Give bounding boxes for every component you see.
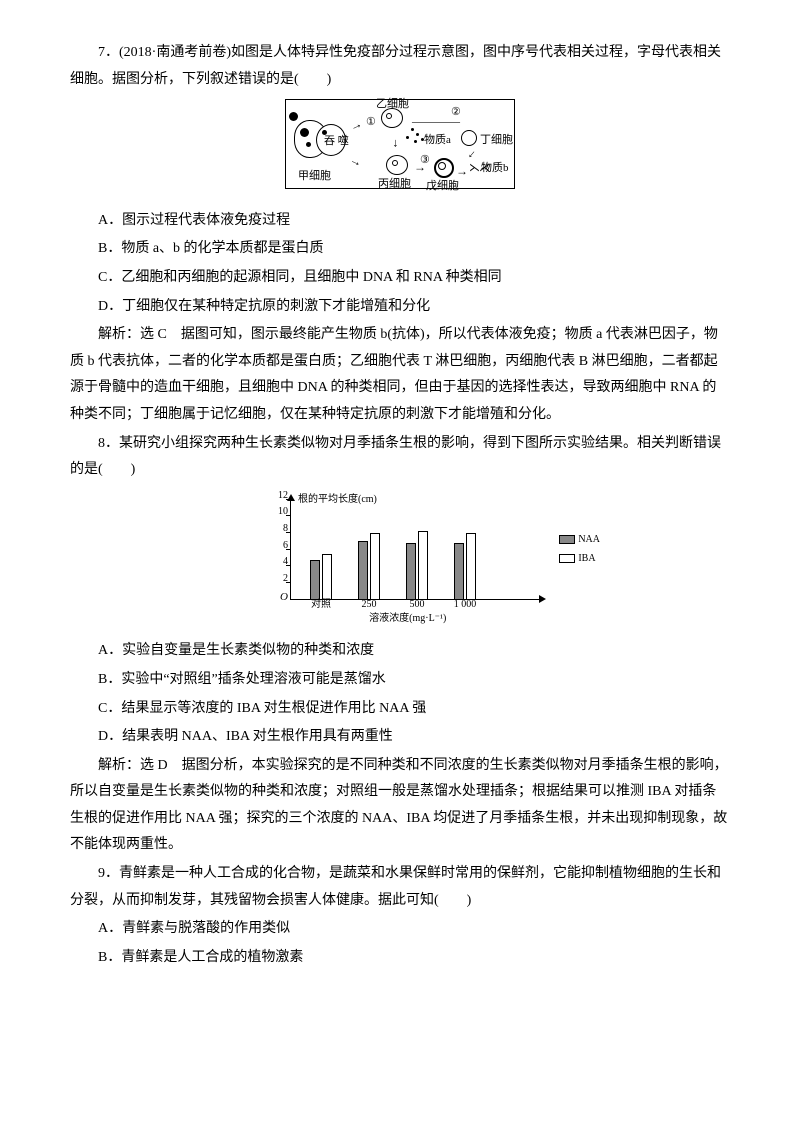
- legend-naa: NAA: [559, 530, 600, 549]
- legend: NAA IBA: [559, 530, 600, 568]
- label-yi: 乙细胞: [376, 94, 409, 115]
- bar-iba: [418, 531, 428, 599]
- q9-stem: 9．青鲜素是一种人工合成的化合物，是蔬菜和水果保鲜时常用的保鲜剂，它能抑制植物细…: [70, 861, 730, 914]
- ytick-line: [286, 565, 290, 566]
- q7-option-d: D．丁细胞仅在某种特定抗原的刺激下才能增殖和分化: [70, 294, 730, 321]
- ytick: 4: [272, 552, 288, 571]
- label-bing: 丙细胞: [378, 174, 411, 195]
- legend-iba: IBA: [559, 549, 600, 568]
- ytick: 2: [272, 569, 288, 588]
- category-label: 对照: [311, 595, 331, 614]
- y-label: 根的平均长度(cm): [298, 490, 377, 509]
- q8-explain: 解析：选 D 据图分析，本实验探究的是不同种类和不同浓度的生长素类似物对月季插条…: [70, 753, 730, 859]
- q8-stem: 8．某研究小组探究两种生长素类似物对月季插条生根的影响，得到下图所示实验结果。相…: [70, 431, 730, 484]
- q8-option-c: C．结果显示等浓度的 IBA 对生根促进作用比 NAA 强: [70, 696, 730, 723]
- bar-naa: [406, 543, 416, 600]
- q7-option-b: B．物质 a、b 的化学本质都是蛋白质: [70, 236, 730, 263]
- label-wu: 戊细胞: [426, 176, 459, 197]
- ytick-line: [286, 549, 290, 550]
- bar-chart: 根的平均长度(cm) NAA IBA O 溶液浓度(mg·L⁻¹) 246810…: [250, 490, 550, 620]
- label-wuzhi-a: 物质a: [424, 130, 451, 151]
- immune-diagram: 吞 噬 甲细胞 乙细胞 丙细胞 丁细胞 戊细胞 物质a → ⋋⋌ 物质b → ①…: [285, 99, 515, 189]
- q7-option-a: A．图示过程代表体液免疫过程: [70, 208, 730, 235]
- x-label: 溶液浓度(mg·L⁻¹): [369, 609, 446, 628]
- origin-o: O: [280, 587, 288, 608]
- category-label: 250: [362, 595, 377, 614]
- label-wuzhi-b: 物质b: [481, 158, 509, 179]
- bar-naa: [310, 560, 320, 600]
- q9-option-b: B．青鲜素是人工合成的植物激素: [70, 945, 730, 972]
- label-ding: 丁细胞: [480, 130, 513, 151]
- bar-naa: [358, 541, 368, 599]
- ytick: 10: [272, 502, 288, 521]
- bar-iba: [322, 554, 332, 600]
- q8-option-d: D．结果表明 NAA、IBA 对生根作用具有两重性: [70, 724, 730, 751]
- ytick-line: [286, 582, 290, 583]
- bar-iba: [466, 533, 476, 600]
- ytick: 12: [272, 486, 288, 505]
- category-label: 500: [410, 595, 425, 614]
- bar-naa: [454, 543, 464, 600]
- q8-option-b: B．实验中“对照组”插条处理溶液可能是蒸馏水: [70, 667, 730, 694]
- circle-1: ①: [366, 112, 376, 133]
- label-jia: 甲细胞: [298, 166, 331, 187]
- ytick-line: [286, 515, 290, 516]
- q9-option-a: A．青鲜素与脱落酸的作用类似: [70, 916, 730, 943]
- ytick: 8: [272, 519, 288, 538]
- q7-explain: 解析：选 C 据图可知，图示最终能产生物质 b(抗体)，所以代表体液免疫；物质 …: [70, 322, 730, 428]
- q7-stem: 7．(2018·南通考前卷)如图是人体特异性免疫部分过程示意图，图中序号代表相关…: [70, 40, 730, 93]
- circle-3: ③: [420, 150, 430, 171]
- label-tunshi: 吞 噬: [324, 136, 349, 147]
- ytick-line: [286, 532, 290, 533]
- q7-option-c: C．乙细胞和丙细胞的起源相同，且细胞中 DNA 和 RNA 种类相同: [70, 265, 730, 292]
- ytick: 6: [272, 536, 288, 555]
- q8-option-a: A．实验自变量是生长素类似物的种类和浓度: [70, 638, 730, 665]
- circle-2: ②: [451, 102, 461, 123]
- category-label: 1 000: [454, 595, 477, 614]
- x-axis-arrow: [539, 595, 546, 603]
- bar-iba: [370, 533, 380, 600]
- ytick-line: [286, 499, 290, 500]
- y-axis: [290, 500, 291, 600]
- q7-figure: 吞 噬 甲细胞 乙细胞 丙细胞 丁细胞 戊细胞 物质a → ⋋⋌ 物质b → ①…: [70, 99, 730, 200]
- q8-chart-wrap: 根的平均长度(cm) NAA IBA O 溶液浓度(mg·L⁻¹) 246810…: [70, 490, 730, 631]
